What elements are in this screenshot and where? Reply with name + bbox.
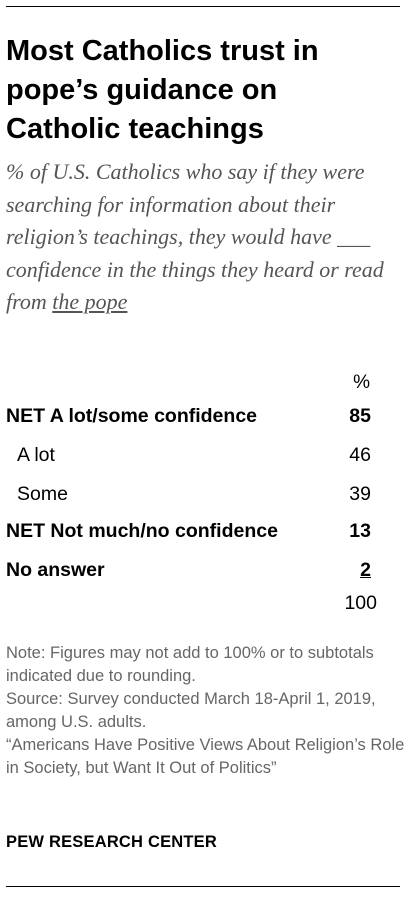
source-text: Source: Survey conducted March 18-April … xyxy=(6,690,376,731)
table-row: Some 39 xyxy=(0,483,412,511)
row-value: 39 xyxy=(349,483,371,505)
row-label: No answer xyxy=(6,559,105,581)
bottom-rule xyxy=(6,886,400,887)
table-row: A lot 46 xyxy=(0,444,412,472)
row-label: Some xyxy=(17,483,68,505)
note-text: Note: Figures may not add to 100% or to … xyxy=(6,644,374,685)
chart-subtitle: % of U.S. Catholics who say if they were… xyxy=(6,156,398,319)
row-label: NET Not much/no confidence xyxy=(6,520,278,542)
row-value: 46 xyxy=(349,444,371,466)
footer-brand: PEW RESEARCH CENTER xyxy=(6,833,217,851)
table-row: NET A lot/some confidence 85 xyxy=(0,405,412,433)
row-value: 85 xyxy=(349,405,371,427)
top-rule xyxy=(6,6,400,7)
subtitle-text: % of U.S. Catholics who say if they were… xyxy=(6,159,384,314)
table-row: No answer 2 xyxy=(0,559,412,587)
subtitle-emphasis: the pope xyxy=(52,289,128,314)
chart-title: Most Catholics trust in pope’s guidance … xyxy=(6,35,319,145)
percent-column-header: % xyxy=(353,372,370,393)
row-value: 2 xyxy=(360,559,371,581)
table-row: NET Not much/no confidence 13 xyxy=(0,520,412,548)
row-label: A lot xyxy=(17,444,55,466)
row-value: 13 xyxy=(349,520,371,542)
notes: Note: Figures may not add to 100% or to … xyxy=(6,642,406,780)
row-label: NET A lot/some confidence xyxy=(6,405,258,427)
total-value: 100 xyxy=(344,592,377,614)
report-title: “Americans Have Positive Views About Rel… xyxy=(6,736,405,777)
